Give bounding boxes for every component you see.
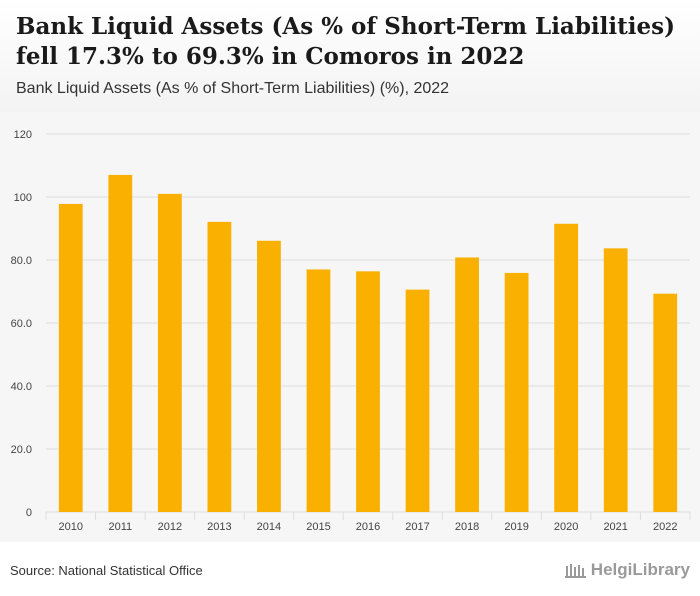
x-tick-label: 2016 (356, 521, 380, 533)
y-tick-label: 60.0 (11, 318, 32, 330)
x-tick-label: 2013 (207, 521, 231, 533)
bar-2014[interactable] (257, 240, 281, 512)
x-tick-label: 2020 (554, 521, 578, 533)
y-tick-label: 120 (14, 129, 32, 141)
x-tick-label: 2011 (108, 521, 132, 533)
bar-2021[interactable] (603, 248, 628, 512)
bar-2017[interactable] (405, 289, 430, 512)
x-tick-label: 2012 (158, 521, 182, 533)
x-tick-label: 2018 (455, 521, 479, 533)
bar-2020[interactable] (554, 223, 579, 512)
x-tick-label: 2010 (59, 521, 83, 533)
x-tick-label: 2021 (603, 521, 627, 533)
bar-2012[interactable] (157, 193, 182, 512)
bar-2013[interactable] (207, 221, 232, 512)
header: Bank Liquid Assets (As % of Short-Term L… (0, 0, 700, 112)
bar-2018[interactable] (455, 257, 479, 512)
bar-2015[interactable] (306, 269, 331, 512)
y-tick-label: 100 (14, 192, 32, 204)
bar-2022[interactable] (653, 293, 678, 512)
bar-2011[interactable] (108, 174, 133, 512)
source-note: Source: National Statistical Office (10, 563, 203, 578)
chart-title: Bank Liquid Assets (As % of Short-Term L… (16, 13, 675, 70)
helgilibrary-logo[interactable]: HelgiLibrary (564, 560, 690, 580)
chart-subtitle: Bank Liquid Assets (As % of Short-Term L… (16, 80, 450, 97)
logo-text: HelgiLibrary (590, 560, 690, 579)
bar-2016[interactable] (356, 271, 380, 512)
y-tick-label: 80.0 (11, 255, 32, 267)
bar-chart: 0 20.0 40.0 60.0 80.0 100 120 2010 2011 2012 2013 2… (11, 129, 691, 533)
x-tick-label: 2022 (653, 521, 677, 533)
y-tick-label: 0 (26, 507, 32, 519)
bar-2010[interactable] (58, 203, 83, 512)
y-tick-label: 40.0 (11, 381, 32, 393)
x-tick-label: 2014 (257, 521, 281, 533)
x-tick-label: 2019 (504, 521, 528, 533)
x-tick-label: 2017 (405, 521, 429, 533)
library-columns-icon (564, 564, 586, 578)
y-tick-label: 20.0 (11, 444, 32, 456)
bar-2019[interactable] (504, 272, 529, 512)
x-tick-label: 2015 (306, 521, 330, 533)
